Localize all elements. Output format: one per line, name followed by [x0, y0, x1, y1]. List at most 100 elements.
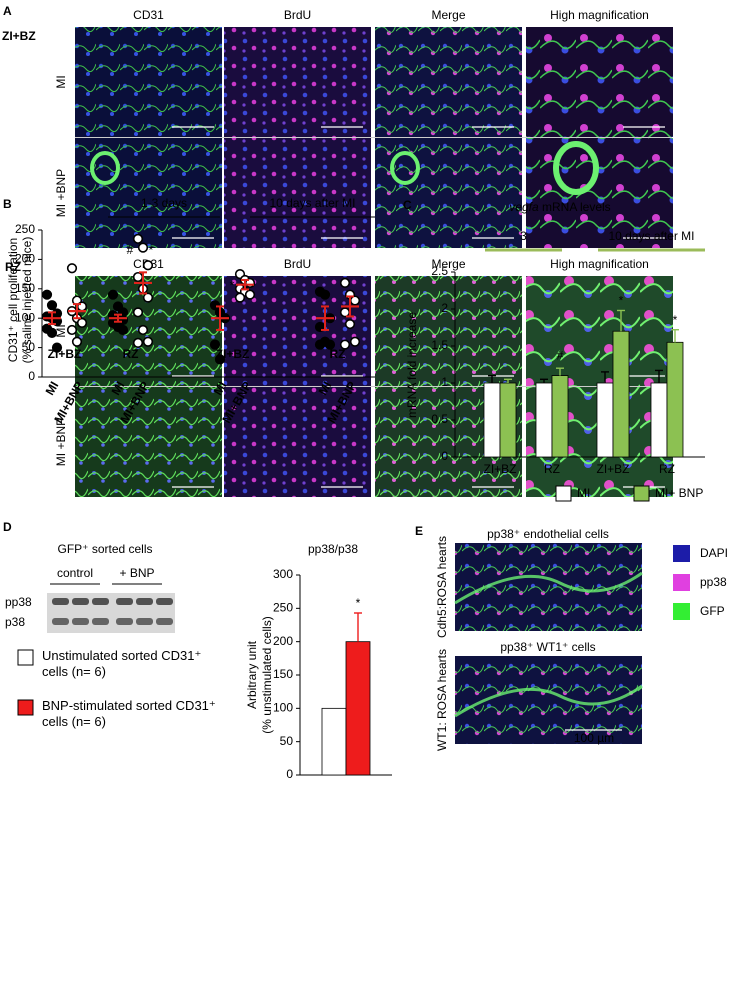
- blot-band: [52, 618, 69, 625]
- column-header: BrdU: [284, 257, 311, 271]
- panel-label: E: [415, 524, 423, 538]
- data-point: [314, 339, 326, 350]
- data-point: [142, 292, 154, 303]
- y-axis-label: (% unstimulated cells): [260, 616, 274, 733]
- data-point: [137, 324, 149, 336]
- data-point: [349, 295, 361, 306]
- blot-band: [72, 598, 89, 605]
- y-tick-label: 0: [286, 767, 293, 781]
- y-tick-label: 300: [273, 567, 293, 581]
- y-tick-label: 150: [15, 281, 35, 295]
- panel-label: B: [3, 197, 12, 211]
- y-tick-label: 100: [15, 310, 35, 324]
- y-tick-label: 200: [15, 252, 35, 266]
- data-point: [137, 242, 149, 253]
- column-header: High magnification: [550, 8, 649, 22]
- micrograph: [526, 276, 673, 386]
- data-point: [339, 307, 351, 318]
- blot-title: GFP⁺ sorted cells: [57, 542, 152, 556]
- bar: [535, 382, 553, 458]
- x-tick-label: MI: [109, 379, 128, 398]
- legend-swatch: [555, 485, 572, 502]
- blot-row-label: p38: [5, 615, 25, 629]
- x-tick-label: MI: [316, 379, 335, 398]
- y-tick-label: 0: [28, 369, 35, 383]
- legend-label: MI: [577, 486, 590, 500]
- y-tick-label: 2.5: [431, 264, 448, 278]
- micrograph: [75, 276, 222, 386]
- data-point: [132, 233, 144, 244]
- legend-label: GFP: [700, 604, 725, 618]
- y-tick-label: 0: [441, 449, 448, 463]
- bar: [499, 382, 517, 458]
- chart-title: pp38/p38: [308, 542, 358, 556]
- blot-group: control: [57, 566, 93, 580]
- group-label: RZ: [330, 347, 346, 361]
- legend-label: MI+ BNP: [655, 486, 703, 500]
- annotation: *: [149, 243, 154, 257]
- vessel: [390, 151, 420, 185]
- x-tick-label: ZI+BZ: [596, 462, 629, 476]
- panel-label: A: [3, 4, 12, 18]
- y-tick-label: 50: [280, 734, 294, 748]
- bar: [345, 641, 371, 776]
- data-point: [132, 271, 144, 283]
- chart-title: vegfa mRNA levels: [509, 200, 610, 214]
- column-header: BrdU: [284, 8, 311, 22]
- legend-label: Unstimulated sorted CD31⁺ cells (n= 6): [42, 648, 202, 679]
- y-axis-label: (% saline injected mice): [20, 237, 34, 364]
- image-side-label: Cdh5:ROSA hearts: [435, 536, 449, 638]
- data-point: [41, 289, 53, 300]
- data-point: [51, 342, 63, 353]
- bar: [650, 382, 668, 458]
- y-tick-label: 100: [273, 701, 293, 715]
- row-label: MI: [54, 324, 68, 337]
- section-title: RZ: [5, 260, 21, 274]
- bar: [321, 707, 347, 776]
- period-label: 10 days after MI: [608, 229, 694, 243]
- micrograph: [75, 387, 222, 497]
- x-tick-label: RZ: [659, 462, 675, 476]
- blot-group: + BNP: [119, 566, 154, 580]
- data-point: [66, 324, 78, 336]
- legend-swatch: [673, 545, 690, 562]
- micrograph: [75, 27, 222, 137]
- bar: [612, 330, 630, 458]
- blot-row-label: pp38: [5, 595, 32, 609]
- column-header: Merge: [431, 257, 465, 271]
- micrograph: [224, 387, 371, 497]
- data-point: [324, 339, 336, 350]
- y-tick-label: 1: [441, 375, 448, 389]
- data-point: [142, 336, 154, 347]
- micrograph: [375, 27, 522, 137]
- period-label: 3: [520, 229, 527, 243]
- legend-swatch: [17, 699, 34, 716]
- section-title: ZI+BZ: [2, 29, 36, 43]
- bar: [483, 382, 501, 458]
- title-text: mRNA levels: [542, 200, 611, 214]
- legend-swatch: [17, 649, 34, 666]
- scale-bar-label: 100 µm: [574, 731, 614, 745]
- y-tick-label: 0.5: [431, 412, 448, 426]
- data-point: [117, 324, 129, 336]
- image-title: pp38⁺ WT1⁺ cells: [500, 640, 595, 654]
- blot-band: [116, 618, 133, 625]
- panel-label: D: [3, 520, 12, 534]
- bar: [596, 382, 614, 458]
- micrograph: [375, 276, 522, 386]
- y-tick-label: 2: [441, 301, 448, 315]
- data-point: [234, 292, 246, 303]
- data-point: [344, 318, 356, 330]
- vessel: [90, 151, 120, 185]
- data-point: [132, 307, 144, 318]
- y-axis-label: mRNA fold increase: [405, 312, 419, 418]
- bar: [551, 375, 569, 458]
- image-title: pp38⁺ endothelial cells: [487, 527, 609, 541]
- annotation: #: [127, 243, 134, 257]
- blot-band: [92, 618, 109, 625]
- data-point: [142, 260, 154, 271]
- data-point: [349, 336, 361, 347]
- period-label: 1-3 days: [141, 196, 187, 210]
- y-tick-label: 1.5: [431, 338, 448, 352]
- annotation: *: [230, 278, 235, 292]
